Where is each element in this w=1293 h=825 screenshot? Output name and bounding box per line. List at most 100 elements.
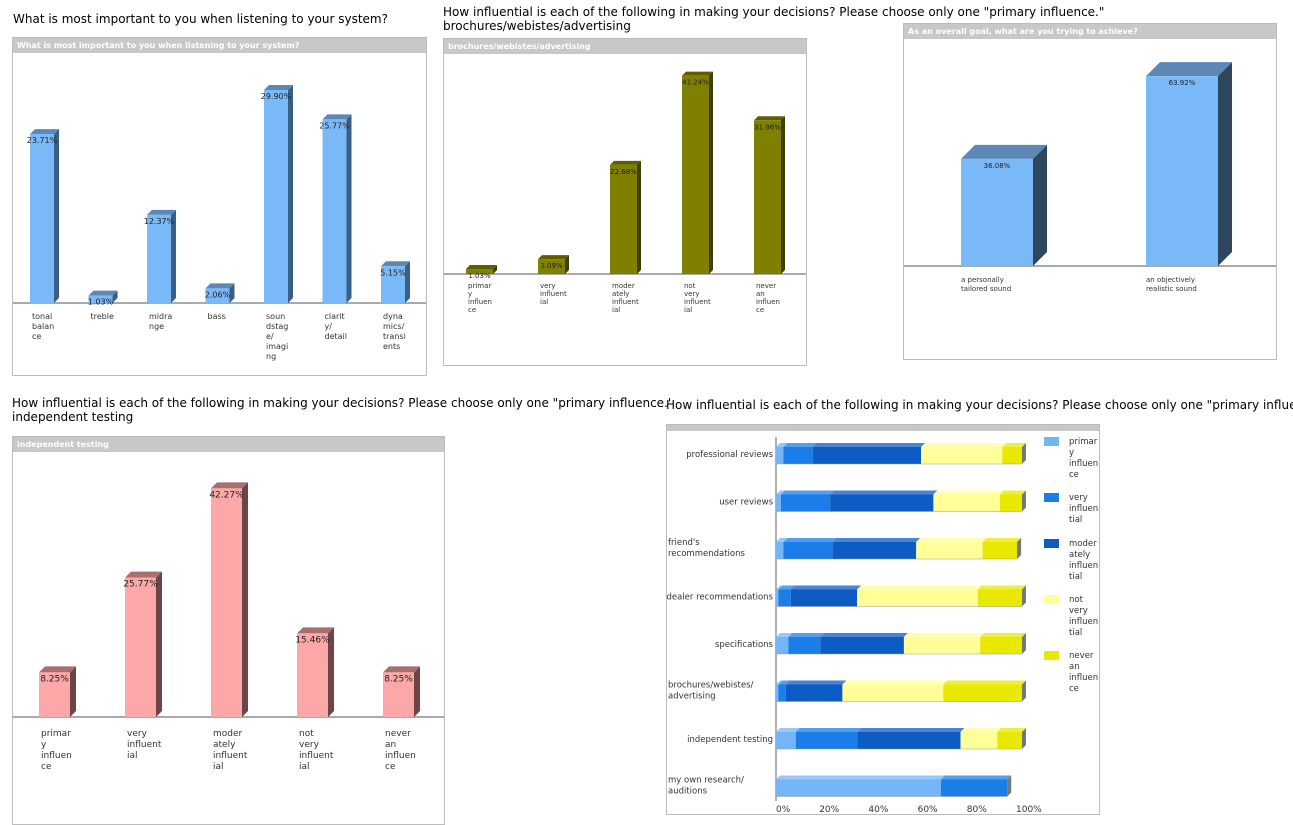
bar-segment-top xyxy=(903,633,985,637)
stacked-bar xyxy=(776,633,1026,655)
bar-segment xyxy=(776,494,781,512)
bar-group: 41.24% not very influent ial xyxy=(682,71,713,314)
bar xyxy=(297,633,328,717)
bar-chart: 8.25% primar y influen ce 25.77% very influent i… xyxy=(13,482,444,772)
category-label: very influent ial xyxy=(127,729,162,761)
bar-segment xyxy=(982,542,1018,559)
chart-panel-brochures: brochures/webistes/advertising 1.03% prim… xyxy=(443,38,807,366)
data-label: 12.37% xyxy=(144,217,175,226)
data-label: 41.24% xyxy=(682,79,709,87)
legend-swatch xyxy=(1044,493,1059,502)
bar-segment-top xyxy=(830,490,938,495)
legend-item: not very influen tial xyxy=(1044,595,1098,638)
bar-chart: 36.08% a personally tailored sound 63.92% an… xyxy=(904,62,1276,293)
bar-segment-top xyxy=(977,585,1026,590)
bar-segment xyxy=(857,589,978,607)
chart-panel-overall-goal: As an overall goal, what are you trying … xyxy=(903,23,1277,360)
category-label: friend's recommendations xyxy=(668,538,745,559)
chart-panel-independent-testing: independent testing 8.25% primar y influen c… xyxy=(12,436,445,825)
question-title: What is most important to you when liste… xyxy=(13,12,388,26)
bar-segment xyxy=(776,732,796,749)
bar xyxy=(39,672,70,717)
bar-side xyxy=(637,160,641,274)
bar-side xyxy=(112,290,118,303)
bar-side xyxy=(328,627,334,717)
category-label: very influent ial xyxy=(540,282,567,306)
category-label: dyna mics/transi ents xyxy=(383,312,406,351)
bar-group: 5.15% dyna mics/transi ents xyxy=(380,261,410,351)
bar-segment xyxy=(820,637,904,654)
bar-side xyxy=(54,129,59,303)
bar-segment-top xyxy=(778,585,795,590)
data-label: 25.77% xyxy=(123,580,158,590)
bar-side xyxy=(229,283,235,303)
bar xyxy=(211,488,242,717)
bar-segment xyxy=(999,494,1022,512)
legend-label: very influen tial xyxy=(1069,493,1098,525)
bar-segment-top xyxy=(783,538,837,542)
legend-item: moder ately influen tial xyxy=(1044,539,1098,582)
chart-title: As an overall goal, what are you trying … xyxy=(904,24,1276,39)
bar-group: 1.03% primar y influen ce xyxy=(466,265,497,314)
data-label: 2.06% xyxy=(205,290,231,299)
bar-segment xyxy=(776,684,779,702)
bar-group: 22.68% moder ately influent ial xyxy=(610,160,641,314)
category-label: primar y influen ce xyxy=(468,282,492,314)
bar xyxy=(88,295,113,303)
data-label: 63.92% xyxy=(1169,79,1196,87)
bar-top xyxy=(383,666,420,673)
bar-segment xyxy=(940,779,1008,797)
bar-segment xyxy=(776,542,784,559)
bar xyxy=(682,75,709,274)
bar-segment xyxy=(842,684,944,702)
bar-segment-top xyxy=(933,490,1004,495)
category-label: primar y influen ce xyxy=(41,729,72,772)
category-label: bass xyxy=(208,312,226,321)
bar-side xyxy=(242,482,248,717)
data-label: 1.03% xyxy=(88,298,114,307)
bar xyxy=(754,120,781,274)
x-tick-label: 80% xyxy=(967,805,987,814)
bar-end-side xyxy=(1022,680,1026,702)
stacked-bar xyxy=(776,490,1026,512)
bar-group: 63.92% an objectively realistic sound xyxy=(1146,62,1232,293)
bar-segment-top xyxy=(940,775,1012,780)
bar-segment xyxy=(795,732,858,749)
bar-side xyxy=(171,209,176,303)
bar-end-side xyxy=(1022,443,1026,464)
data-label: 5.15% xyxy=(380,268,406,277)
data-label: 8.25% xyxy=(384,674,413,684)
bar-segment xyxy=(1002,447,1022,464)
bar xyxy=(383,672,414,717)
bar-segment-top xyxy=(785,680,847,685)
bar-segment-top xyxy=(776,585,783,590)
bar xyxy=(264,89,288,304)
category-label: independent testing xyxy=(687,735,773,745)
bar-segment xyxy=(933,494,1000,512)
bar-top xyxy=(1146,62,1232,77)
bar-segment-top xyxy=(776,680,783,685)
bar-group: 2.06% bass xyxy=(205,283,235,321)
legend-label: never an influen ce xyxy=(1069,651,1098,694)
bar-segment xyxy=(783,447,813,464)
stacked-bar xyxy=(776,443,1026,465)
bar-top xyxy=(125,571,162,578)
bar-top xyxy=(39,666,76,673)
bar-end-side xyxy=(1022,728,1026,749)
data-label: 42.27% xyxy=(209,490,244,500)
bar-top xyxy=(961,144,1047,159)
bar-segment xyxy=(780,494,831,512)
category-label: brochures/webistes/advertising xyxy=(668,681,754,702)
bar-segment-top xyxy=(776,443,788,447)
bar-side xyxy=(70,666,76,717)
question-title: How influential is each of the following… xyxy=(443,5,1105,33)
bar-segment-top xyxy=(776,633,793,637)
chart-panel-listening-priorities: What is most important to you when liste… xyxy=(12,37,427,376)
bar-top xyxy=(88,290,118,296)
category-label: never an influen ce xyxy=(385,729,416,772)
bar xyxy=(322,119,347,303)
data-label: 15.46% xyxy=(295,635,330,645)
bar-segment xyxy=(776,637,789,654)
bar-segment xyxy=(832,542,917,559)
bar-group: 25.77% clarit y/detail xyxy=(319,114,352,341)
